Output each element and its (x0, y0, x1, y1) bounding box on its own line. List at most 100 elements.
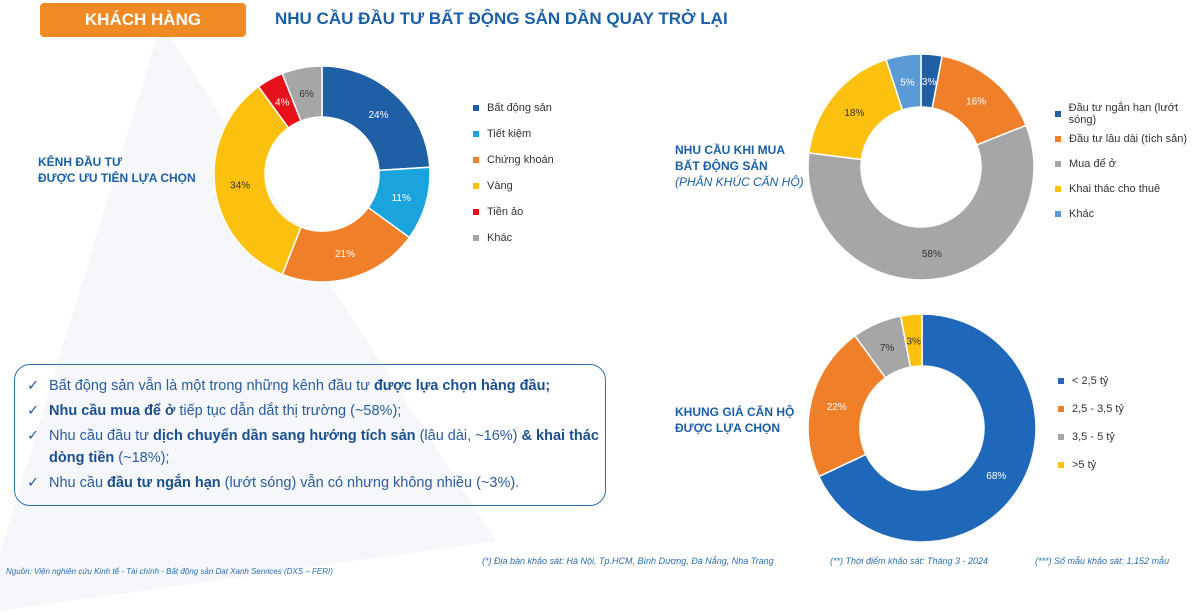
legend-label: Tiết kiệm (487, 128, 532, 140)
legend-item: Tiền ảo (473, 199, 554, 225)
legend-item: Đầu tư ngắn hạn (lướt sóng) (1055, 101, 1200, 126)
legend-swatch (1055, 135, 1061, 142)
legend-item: >5 tỷ (1058, 451, 1124, 479)
chart2-title-line: BẤT ĐỘNG SẢN (675, 159, 768, 173)
legend-item: Tiết kiệm (473, 121, 554, 147)
legend-swatch (1058, 434, 1064, 440)
summary-bullet: Nhu cầu mua để ở tiếp tục dẫn dắt thị tr… (27, 400, 605, 422)
donut-slice (899, 313, 923, 368)
bullet-text: & khai thác dòng tiền (49, 428, 599, 466)
chart1-legend: Bất động sản Tiết kiệm Chứng khoán Vàng Tiền… (473, 95, 554, 251)
bullet-text: Nhu cầu mua để ở (49, 403, 176, 419)
legend-swatch (473, 157, 479, 163)
chart2-title: NHU CẦU KHI MUA BẤT ĐỘNG SẢN (PHÂN KHÚC … (675, 142, 804, 190)
data-label: 4% (275, 98, 290, 109)
legend-swatch (473, 209, 479, 215)
legend-swatch (1058, 462, 1064, 468)
sample-size-note: (***) Số mẫu khảo sát: 1.152 mẫu (1035, 556, 1170, 566)
summary-bullet: Bất động sản vẫn là một trong những kênh… (27, 375, 605, 397)
legend-item: < 2,5 tỷ (1058, 367, 1124, 395)
summary-bullet: Nhu cầu đầu tư dịch chuyển dần sang hướn… (27, 425, 605, 469)
data-label: 22% (827, 402, 847, 413)
legend-swatch (473, 235, 479, 241)
legend-label: < 2,5 tỷ (1072, 375, 1109, 387)
bullet-text: (~18%); (114, 450, 170, 466)
legend-label: 2,5 - 3,5 tỷ (1072, 403, 1124, 415)
legend-label: Khác (1069, 207, 1095, 220)
bullet-text: (lâu dài, ~16%) (415, 428, 522, 444)
legend-swatch (1055, 185, 1061, 192)
legend-swatch (473, 105, 479, 111)
bullet-text: Nhu cầu (49, 475, 108, 491)
legend-label: Khai thác cho thuê (1069, 182, 1161, 195)
chart1-title-line: KÊNH ĐẦU TƯ (38, 155, 122, 169)
data-label: 58% (922, 249, 942, 260)
data-label: 18% (844, 108, 864, 119)
legend-swatch (473, 131, 479, 137)
legend-swatch (473, 183, 479, 189)
data-label: 24% (368, 110, 388, 121)
legend-item: Khai thác cho thuê (1055, 176, 1200, 201)
legend-item: Bất động sản (473, 95, 554, 121)
bullet-text: được lựa chọn hàng đầu; (373, 378, 551, 394)
chart2-subtitle: (PHÂN KHÚC CĂN HỘ) (675, 175, 804, 189)
data-label: 7% (880, 343, 895, 354)
legend-label: Đầu tư ngắn hạn (lướt sóng) (1068, 101, 1179, 126)
survey-time-note: (**) Thời điểm khảo sát: Tháng 3 - 2024 (830, 556, 989, 566)
bullet-text: Bất động sản vẫn là một trong những kênh… (49, 378, 374, 394)
donut-charts: 24% 11% 21% 34% 4% 6% 3% 16% 58% 18% 5% 68% 22% 7% 3% (213, 53, 1037, 543)
donut-slice (817, 313, 1037, 543)
legend-label: 3,5 - 5 tỷ (1072, 431, 1115, 443)
legend-item: Khác (1055, 201, 1200, 226)
legend-label: Khác (487, 232, 513, 244)
donut-slice (321, 65, 431, 172)
bullet-text: dịch chuyển dần sang hướng tích sản (153, 428, 416, 444)
legend-item: Chứng khoán (473, 147, 554, 173)
data-label: 11% (392, 193, 411, 204)
legend-item: Khác (473, 225, 554, 251)
bullet-text: Nhu cầu đầu tư (49, 428, 154, 444)
legend-label: Đầu tư lâu dài (tích sản) (1069, 132, 1188, 145)
legend-label: Tiền ảo (487, 206, 524, 218)
legend-swatch (1055, 160, 1061, 167)
data-label: 68% (986, 471, 1006, 482)
bullet-text: tiếp tục dẫn dắt thị trường (~58%); (175, 403, 402, 419)
chart1-title-line: ĐƯỢC ƯU TIÊN LỰA CHỌN (38, 171, 196, 185)
chart1-title: KÊNH ĐẦU TƯ ĐƯỢC ƯU TIÊN LỰA CHỌN (38, 154, 196, 186)
data-label: 6% (299, 89, 314, 100)
source-note: Nguồn: Viện nghiên cứu Kinh tế - Tài chí… (6, 567, 333, 576)
page-title: NHU CẦU ĐẦU TƯ BẤT ĐỘNG SẢN DẦN QUAY TRỞ… (275, 9, 728, 28)
chart3-title: KHUNG GIÁ CĂN HỘ ĐƯỢC LỰA CHỌN (675, 404, 794, 436)
data-label: 16% (966, 96, 986, 107)
summary-bullet: Nhu cầu đầu tư ngắn hạn (lướt sóng) vẫn … (27, 472, 605, 494)
legend-swatch (1058, 378, 1064, 384)
donut-slice (281, 206, 411, 283)
legend-label: Bất động sản (487, 102, 552, 114)
donut-slice (885, 53, 922, 111)
data-label: 21% (335, 249, 355, 260)
chart3-title-line: ĐƯỢC LỰA CHỌN (675, 421, 781, 435)
chart3-title-line: KHUNG GIÁ CĂN HỘ (675, 405, 795, 419)
survey-area-note: (*) Địa bàn khảo sát: Hà Nội, Tp.HCM, Bì… (482, 556, 774, 566)
chart2-legend: Đầu tư ngắn hạn (lướt sóng) Đầu tư lâu dà… (1055, 101, 1200, 226)
legend-item: Đầu tư lâu dài (tích sản) (1055, 126, 1200, 151)
legend-label: Mua để ở (1069, 157, 1116, 170)
legend-item: 3,5 - 5 tỷ (1058, 423, 1124, 451)
bullet-text: (lướt sóng) vẫn có nhưng không nhiều (~3… (220, 475, 520, 491)
chart2-title-line: NHU CẦU KHI MUA (675, 143, 785, 157)
legend-swatch (1055, 110, 1061, 117)
legend-swatch (1055, 210, 1061, 217)
chart3-legend: < 2,5 tỷ 2,5 - 3,5 tỷ 3,5 - 5 tỷ >5 tỷ (1058, 367, 1124, 479)
legend-label: >5 tỷ (1072, 459, 1097, 471)
data-label: 34% (230, 180, 250, 191)
data-label: 3% (906, 336, 921, 347)
legend-item: Mua để ở (1055, 151, 1200, 176)
donut-slice (281, 65, 323, 122)
legend-label: Vàng (487, 180, 513, 192)
legend-item: Vàng (473, 173, 554, 199)
donut-slice (213, 85, 302, 276)
data-label: 5% (900, 78, 915, 89)
legend-swatch (1058, 406, 1064, 412)
legend-item: 2,5 - 3,5 tỷ (1058, 395, 1124, 423)
donut-slice (807, 124, 1035, 281)
